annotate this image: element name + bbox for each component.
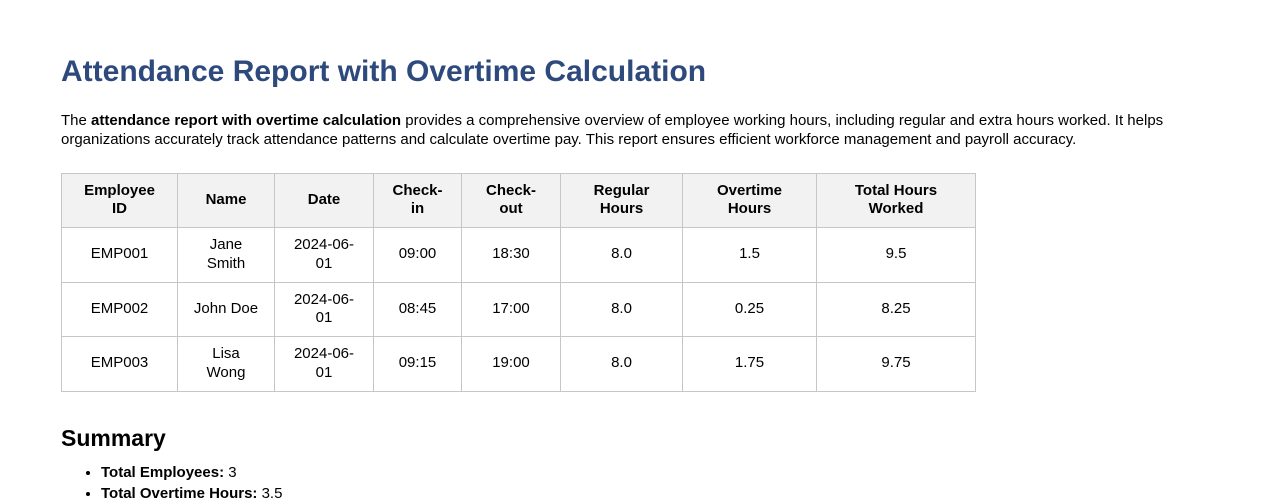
cell-total-hours: 9.5 <box>816 227 976 283</box>
column-header-overtime-hours: Overtime Hours <box>682 172 817 228</box>
cell-regular-hours: 8.0 <box>560 281 683 337</box>
cell-total-hours: 9.75 <box>816 336 976 392</box>
table-row: EMP003 Lisa Wong 2024-06-01 09:15 19:00 … <box>61 336 976 392</box>
cell-regular-hours: 8.0 <box>560 336 683 392</box>
description-bold-phrase: attendance report with overtime calculat… <box>91 112 402 129</box>
cell-overtime-hours: 1.75 <box>682 336 817 392</box>
cell-overtime-hours: 0.25 <box>682 281 817 337</box>
list-item-label: Total Overtime Hours: <box>101 485 258 502</box>
list-item-value: 3 <box>224 464 237 482</box>
column-header-date: Date <box>274 172 374 228</box>
cell-check-in: 09:00 <box>373 227 462 283</box>
table-row: EMP002 John Doe 2024-06-01 08:45 17:00 8… <box>61 281 976 337</box>
cell-name: Jane Smith <box>177 227 275 283</box>
cell-employee-id: EMP003 <box>61 336 178 392</box>
column-header-check-in: Check-in <box>373 172 462 228</box>
cell-check-out: 18:30 <box>461 227 561 283</box>
column-header-name: Name <box>177 172 275 228</box>
report-description: The attendance report with overtime calc… <box>61 112 1195 150</box>
column-header-regular-hours: Regular Hours <box>560 172 683 228</box>
column-header-employee-id: Employee ID <box>61 172 178 228</box>
cell-overtime-hours: 1.5 <box>682 227 817 283</box>
cell-employee-id: EMP002 <box>61 281 178 337</box>
table-row: EMP001 Jane Smith 2024-06-01 09:00 18:30… <box>61 227 976 283</box>
summary-list: Total Employees: 3 Total Overtime Hours:… <box>61 464 1195 504</box>
page-title: Attendance Report with Overtime Calculat… <box>61 55 707 88</box>
description-rest: provides a comprehensive overview of emp… <box>61 112 1164 148</box>
cell-name: John Doe <box>177 281 275 337</box>
cell-regular-hours: 8.0 <box>560 227 683 283</box>
description-prefix: The <box>61 112 92 129</box>
column-header-check-out: Check-out <box>461 172 561 228</box>
cell-name: Lisa Wong <box>177 336 275 392</box>
cell-check-out: 19:00 <box>461 336 561 392</box>
summary-heading: Summary <box>61 424 166 451</box>
list-item-value: 3.5 <box>257 485 283 502</box>
cell-check-in: 09:15 <box>373 336 462 392</box>
list-item-total-employees: Total Employees: 3 <box>101 464 1195 483</box>
cell-date: 2024-06-01 <box>274 336 374 392</box>
list-item-total-overtime-hours: Total Overtime Hours: 3.5 <box>101 485 1195 504</box>
cell-check-in: 08:45 <box>373 281 462 337</box>
cell-check-out: 17:00 <box>461 281 561 337</box>
cell-total-hours: 8.25 <box>816 281 976 337</box>
table-header-row: Employee ID Name Date Check-in Check-out… <box>61 172 976 228</box>
attendance-table: Employee ID Name Date Check-in Check-out… <box>61 172 976 392</box>
column-header-total-hours-worked: Total Hours Worked <box>816 172 976 228</box>
list-item-label: Total Employees: <box>101 464 225 482</box>
cell-date: 2024-06-01 <box>274 281 374 337</box>
cell-employee-id: EMP001 <box>61 227 178 283</box>
cell-date: 2024-06-01 <box>274 227 374 283</box>
